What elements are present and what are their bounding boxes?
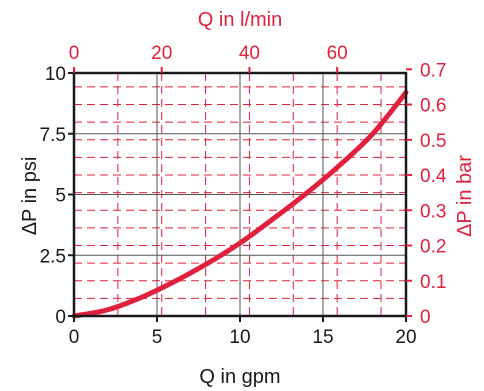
x-tick-label-lmin: 20 xyxy=(151,43,172,64)
x-tick-label-lmin: 60 xyxy=(327,43,348,64)
x-axis-title-lmin: Q in l/min xyxy=(198,9,282,31)
pressure-drop-curve xyxy=(71,89,409,319)
x-tick-label-gpm: 0 xyxy=(69,327,80,348)
x-tick-label-gpm: 15 xyxy=(312,327,333,348)
y-tick-label-bar: 0.7 xyxy=(420,60,446,81)
x-tick-label-gpm: 10 xyxy=(229,327,250,348)
x-tick-label-gpm: 20 xyxy=(395,327,416,348)
x-axis-title-gpm: Q in gpm xyxy=(199,366,280,388)
y-tick-label-bar: 0.6 xyxy=(420,96,446,117)
x-tick-label-lmin: 0 xyxy=(69,43,80,64)
y-tick-label-bar: 0.5 xyxy=(420,131,446,152)
grid-layer xyxy=(74,73,406,316)
y-tick-label-psi: 2.5 xyxy=(40,246,66,267)
y-tick-label-psi: 7.5 xyxy=(40,125,66,146)
y-tick-label-bar: 0.4 xyxy=(420,166,447,187)
y-axis-title-bar: ΔP in bar xyxy=(454,155,476,237)
y-tick-label-bar: 0 xyxy=(420,307,431,328)
y-tick-label-bar: 0.2 xyxy=(420,237,446,258)
y-tick-label-psi: 10 xyxy=(45,64,66,85)
y-tick-label-bar: 0.1 xyxy=(420,272,446,293)
y-tick-label-psi: 0 xyxy=(55,307,66,328)
y-tick-label-bar: 0.3 xyxy=(420,201,446,222)
x-tick-label-gpm: 5 xyxy=(152,327,163,348)
y-tick-label-psi: 5 xyxy=(55,186,66,207)
y-axis-title-psi: ΔP in psi xyxy=(19,157,41,236)
x-tick-label-lmin: 40 xyxy=(239,43,260,64)
